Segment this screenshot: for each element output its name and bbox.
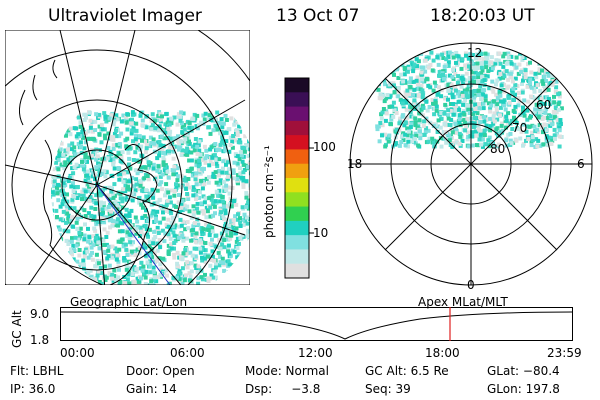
colorbar-unit-label: photon cm⁻²s⁻¹ [262, 145, 276, 238]
colorbar-band [285, 178, 309, 193]
mlt-label-0: 0 [467, 278, 475, 292]
colorbar-band [285, 78, 309, 93]
x-tick-0000: 00:00 [60, 346, 95, 360]
left-aurora-glow [51, 110, 250, 285]
colorbar-band [285, 206, 309, 222]
colorbar-band [285, 235, 309, 250]
geographic-map [5, 30, 250, 285]
instrument-title: Ultraviolet Imager [48, 6, 202, 26]
gc-alt-status: GC Alt: 6.5 Re [365, 364, 449, 378]
colorbar-tick-100: 100 [313, 140, 336, 154]
ip-status: IP: 36.0 [10, 382, 56, 396]
gc-alt-tick-low: 1.8 [30, 333, 50, 347]
mode-status: Mode: Normal [245, 364, 329, 378]
glat-status: GLat: −80.4 [487, 364, 560, 378]
altitude-plot [59, 307, 573, 341]
door-status: Door: Open [126, 364, 195, 378]
x-tick-2359: 23:59 [547, 346, 582, 360]
colorbar-band [285, 249, 309, 265]
gc-alt-tick-high: 9.0 [30, 307, 50, 321]
colorbar-band [285, 149, 309, 165]
time-label: 18:20:03 UT [430, 6, 535, 26]
colorbar-band [285, 92, 309, 108]
date-label: 13 Oct 07 [276, 6, 360, 26]
geographic-label: Geographic Lat/Lon [70, 295, 188, 309]
mlt-label-18: 18 [347, 157, 363, 171]
colorbar-band [285, 106, 309, 122]
apex-label: Apex MLat/MLT [418, 295, 508, 309]
gain-status: Gain: 14 [126, 382, 177, 396]
colorbar-band [285, 263, 309, 279]
seq-status: Seq: 39 [365, 382, 411, 396]
gc-alt-axis-label: GC Alt [10, 310, 24, 348]
colorbar-band [285, 135, 309, 150]
dsp-status: Dsp: −3.8 [245, 382, 321, 396]
filter-status: Flt: LBHL [10, 364, 64, 378]
mlt-polar-plot [349, 42, 593, 286]
colorbar-band [285, 220, 309, 236]
mlt-label-6: 6 [577, 157, 585, 171]
x-tick-1200: 12:00 [298, 346, 333, 360]
colorbar-tick-10: 10 [313, 226, 329, 240]
colorbar-band [285, 163, 309, 179]
mlat-label-80: 80 [490, 142, 506, 156]
x-tick-0600: 06:00 [170, 346, 205, 360]
colorbar-band [285, 120, 309, 136]
glon-status: GLon: 197.8 [487, 382, 560, 396]
x-tick-1800: 18:00 [425, 346, 460, 360]
colorbar [284, 77, 314, 279]
colorbar-band [285, 192, 309, 208]
mlat-label-60: 60 [536, 98, 552, 112]
mlat-label-70: 70 [512, 121, 528, 135]
mlt-label-12: 12 [467, 46, 483, 60]
